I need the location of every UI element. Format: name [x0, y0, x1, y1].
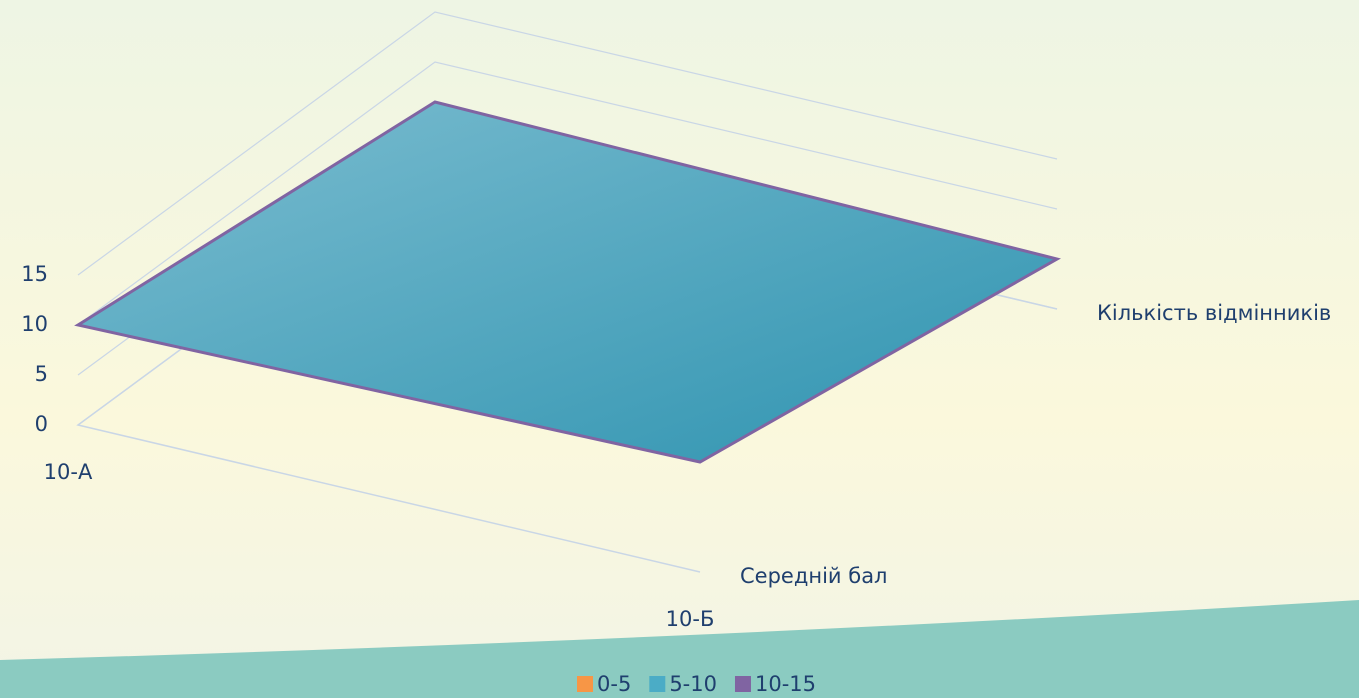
x-tick-label: 10-А [44, 460, 93, 484]
legend-swatch [577, 676, 593, 692]
legend-swatch [735, 676, 751, 692]
legend-swatch [649, 676, 665, 692]
y-tick-label: 15 [21, 262, 48, 286]
x-tick-label: 10-Б [666, 607, 715, 631]
legend-label: 5-10 [669, 672, 717, 696]
legend-label: 10-15 [755, 672, 816, 696]
legend-label: 0-5 [597, 672, 631, 696]
chart: 0 5 10 15 10-А 10-Б Середній бал Кількість відм… [0, 0, 1359, 698]
depth-tick-label: Кількість відмінників [1097, 301, 1331, 325]
y-tick-label: 5 [35, 362, 48, 386]
y-tick-label: 10 [21, 312, 48, 336]
depth-tick-label: Середній бал [740, 564, 887, 588]
y-tick-label: 0 [35, 412, 48, 436]
